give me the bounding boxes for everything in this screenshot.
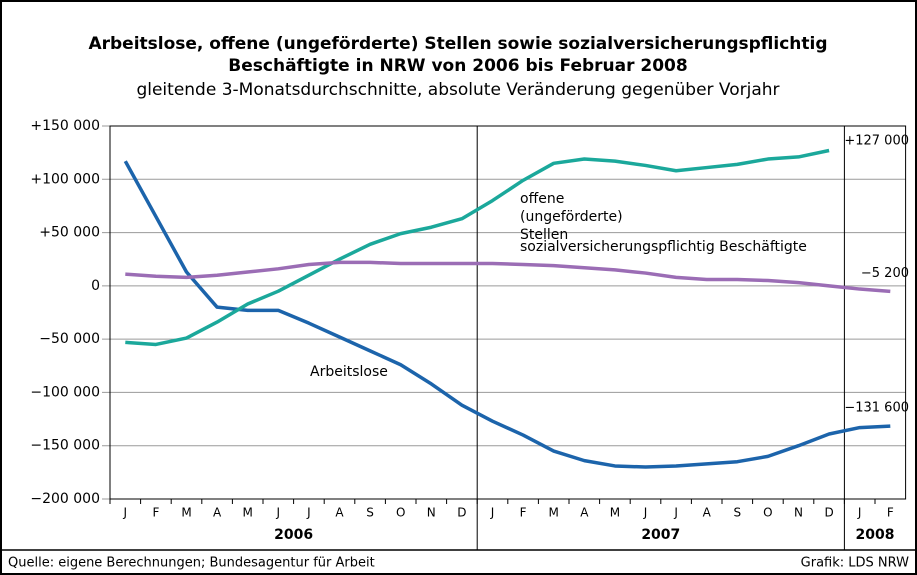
x-tick-label: J: [276, 506, 281, 520]
x-tick-label: J: [306, 506, 311, 520]
x-tick-label: M: [243, 506, 253, 520]
y-tick-label: 0: [91, 278, 100, 294]
x-tick-label: J: [643, 506, 648, 520]
series-name: offene (ungeförderte) Stellen: [520, 191, 623, 243]
chart-title: Beschäftigte in NRW von 2006 bis Februar…: [228, 56, 687, 76]
credit: Grafik: LDS NRW: [801, 556, 909, 571]
value-label: +127 000: [844, 134, 909, 149]
series-line: [125, 260, 891, 294]
x-tick-label: O: [396, 506, 405, 520]
x-tick-label: M: [549, 506, 559, 520]
year-label: 2006: [274, 527, 313, 543]
chart-title: Arbeitslose, offene (ungeförderte) Stell…: [88, 34, 827, 54]
series-name: sozialversicherungspflichtig Beschäftigt…: [520, 239, 807, 255]
x-tick-label: S: [733, 506, 741, 520]
year-label: 2008: [856, 527, 895, 543]
series-name: Arbeitslose: [310, 364, 388, 380]
x-tick-label: A: [335, 506, 344, 520]
y-tick-label: −50 000: [39, 331, 100, 347]
y-tick-label: −100 000: [30, 384, 100, 400]
x-tick-label: N: [427, 506, 436, 520]
x-tick-label: D: [824, 506, 833, 520]
source: Quelle: eigene Berechnungen; Bundesagent…: [8, 556, 375, 571]
x-tick-label: F: [152, 506, 159, 520]
y-tick-label: +100 000: [30, 171, 100, 187]
series-line: [123, 160, 891, 469]
y-tick-label: +50 000: [39, 225, 100, 241]
y-tick-label: +150 000: [30, 118, 100, 134]
year-label: 2007: [641, 527, 680, 543]
x-tick-label: J: [673, 506, 678, 520]
x-tick-label: A: [703, 506, 712, 520]
x-tick-label: M: [181, 506, 191, 520]
x-tick-label: A: [213, 506, 222, 520]
y-tick-label: −200 000: [30, 491, 100, 507]
value-label: −5 200: [861, 266, 909, 281]
x-tick-label: F: [520, 506, 527, 520]
x-tick-label: F: [887, 506, 894, 520]
x-tick-label: N: [794, 506, 803, 520]
series-line: [125, 148, 830, 347]
x-tick-label: J: [490, 506, 495, 520]
x-tick-label: J: [857, 506, 862, 520]
x-tick-label: S: [366, 506, 374, 520]
y-tick-label: −150 000: [30, 438, 100, 454]
x-tick-label: J: [123, 506, 128, 520]
x-tick-label: O: [763, 506, 772, 520]
x-tick-label: M: [610, 506, 620, 520]
chart-subtitle: gleitende 3-Monatsdurchschnitte, absolut…: [136, 80, 779, 100]
value-label: −131 600: [844, 401, 909, 416]
x-tick-label: A: [580, 506, 589, 520]
x-tick-label: D: [457, 506, 466, 520]
